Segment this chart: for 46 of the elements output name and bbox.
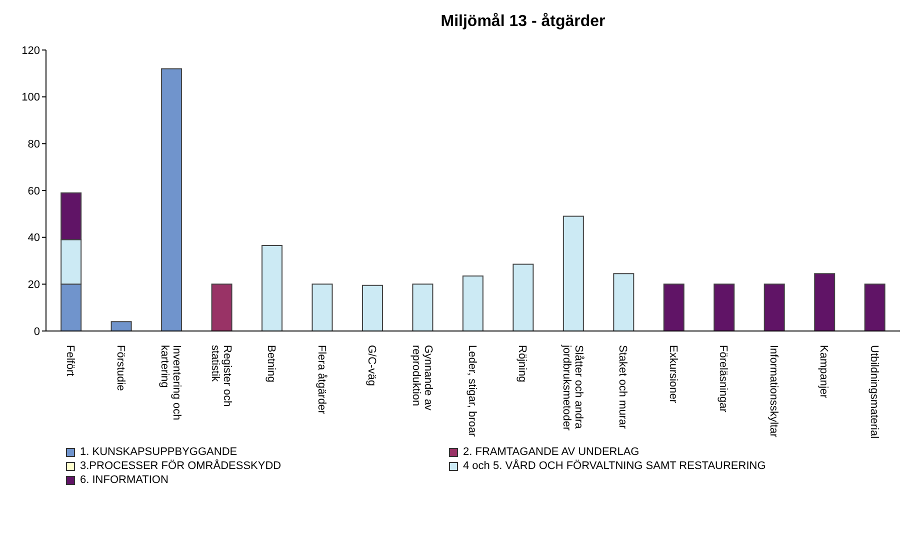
x-tick-label: Inventering och kartering [158, 345, 183, 420]
y-tick-label: 20 [28, 279, 40, 292]
x-tick-label: Utbildningsmaterial [868, 345, 880, 439]
x-tick-label: Föreläsningar [717, 345, 730, 413]
bar [864, 284, 886, 331]
y-tick-label: 40 [28, 232, 40, 244]
x-tick-label: Betning [265, 345, 278, 382]
y-tick-label: 60 [28, 185, 40, 198]
bar [663, 284, 684, 331]
bar [714, 284, 735, 331]
x-tick-label: Leder, stigar, broar [466, 345, 478, 438]
bar [462, 275, 484, 331]
y-tick-label: 0 [34, 326, 40, 338]
bar [262, 245, 283, 331]
chart-title: Miljömål 13 - åtgärder [440, 12, 606, 32]
y-tick-label: 100 [22, 92, 40, 104]
bar [412, 284, 434, 331]
bar [161, 68, 182, 331]
bar [211, 284, 232, 331]
x-tick-label: Förstudie [114, 345, 126, 391]
x-tick-label: Staket och murar [616, 345, 629, 430]
bar [312, 284, 333, 331]
legend-label: 3.PROCESSER FÖR OMRÅDESSKYDD [80, 460, 282, 472]
x-tick-label: Röjning [516, 345, 528, 382]
bar [562, 216, 584, 331]
y-tick-label: 120 [22, 44, 40, 57]
x-tick-label: Gynnande av reproduktion [410, 345, 434, 411]
legend-label: 2. FRAMTAGANDE AV UNDERLAG [463, 446, 640, 458]
bar [512, 264, 534, 331]
legend-label: 4 och 5. VÅRD OCH FÖRVALTNING SAMT RESTAURERING [463, 460, 766, 472]
x-tick-label: Kampanjer [818, 345, 830, 399]
x-tick-label: G/C-väg [366, 345, 378, 386]
legend-label: 1. KUNSKAPSUPPBYGGANDE [80, 446, 238, 458]
bar [362, 284, 383, 331]
bar [613, 273, 634, 331]
bar [764, 284, 785, 331]
x-tick-label: Slåtter och andra jordbruksmetoder [560, 344, 584, 431]
bar [814, 273, 836, 331]
y-tick-label: 80 [28, 138, 40, 151]
x-tick-label: Informationsskyltar [767, 345, 780, 438]
x-tick-label: Exkursioner [666, 345, 679, 404]
bar [110, 321, 132, 331]
x-tick-label: Register och statistik [208, 345, 233, 407]
x-tick-label: Flera åtgärder [315, 345, 328, 414]
legend-label: 6. INFORMATION [80, 474, 168, 486]
x-tick-label: Felfört [64, 345, 76, 376]
